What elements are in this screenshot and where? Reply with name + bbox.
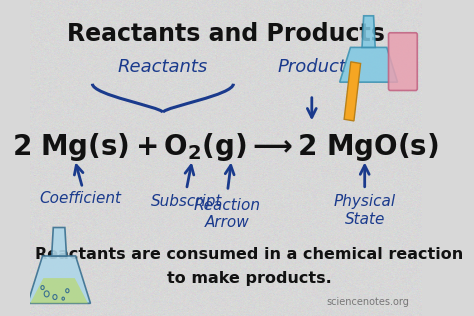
Text: Coefficient: Coefficient — [40, 191, 122, 206]
FancyBboxPatch shape — [389, 33, 417, 90]
Polygon shape — [344, 62, 361, 121]
Text: Product: Product — [277, 58, 346, 76]
Polygon shape — [27, 256, 91, 303]
Polygon shape — [52, 228, 66, 256]
Polygon shape — [30, 278, 88, 303]
Text: Subscript: Subscript — [151, 194, 222, 209]
Text: Reactants are consumed in a chemical reaction: Reactants are consumed in a chemical rea… — [35, 247, 463, 262]
Text: Reaction
Arrow: Reaction Arrow — [194, 198, 261, 230]
Text: Physical
State: Physical State — [334, 194, 396, 227]
Polygon shape — [362, 16, 375, 47]
Text: $\mathbf{2\ Mg(s) + O_2(g) \longrightarrow 2\ MgO(s)}$: $\mathbf{2\ Mg(s) + O_2(g) \longrightarr… — [12, 131, 439, 163]
Text: Reactants and Products: Reactants and Products — [67, 22, 384, 46]
Polygon shape — [340, 47, 398, 82]
Text: Reactants: Reactants — [118, 58, 208, 76]
Text: to make products.: to make products. — [167, 270, 331, 286]
Text: sciencenotes.org: sciencenotes.org — [327, 296, 410, 307]
